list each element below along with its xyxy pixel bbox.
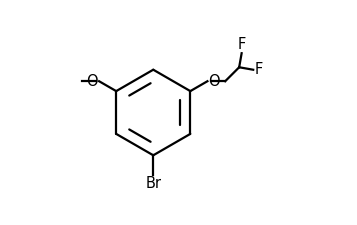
Text: O: O <box>86 74 98 89</box>
Text: F: F <box>237 37 246 52</box>
Text: O: O <box>208 74 220 89</box>
Text: F: F <box>254 62 262 77</box>
Text: Br: Br <box>145 176 161 191</box>
